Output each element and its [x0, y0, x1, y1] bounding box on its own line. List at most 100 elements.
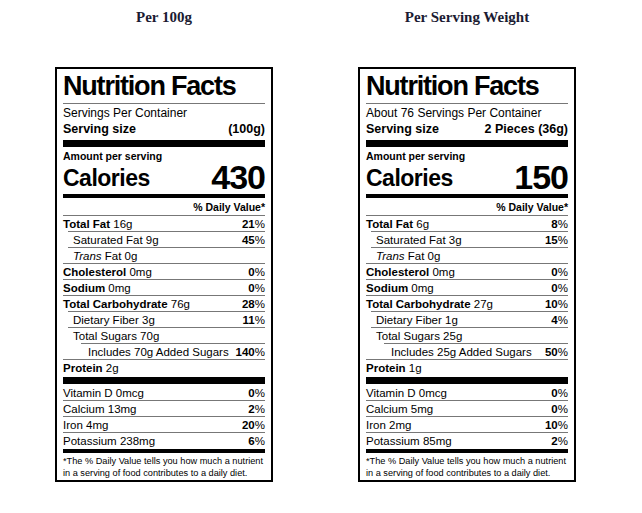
daily-value-percent: 21% — [242, 217, 265, 231]
daily-value-percent: 15% — [545, 233, 568, 247]
nutrient-row: Iron 2mg 10% — [366, 416, 568, 432]
calories-row: Calories 430 — [63, 163, 265, 191]
daily-value-percent: 2% — [248, 402, 265, 416]
nutrient-row: Total Carbohydrate 76g 28% — [63, 295, 265, 311]
daily-value-percent: 140% — [236, 345, 265, 359]
nutrient-name: Sodium 0mg — [63, 281, 131, 295]
nutrient-name: Calcium 13mg — [63, 402, 137, 416]
nutrient-name: Protein 2g — [63, 361, 119, 375]
nutrition-label-per-100g: Nutrition Facts Servings Per Container S… — [55, 67, 273, 482]
nutrient-row: Dietary Fiber 3g 11% — [63, 311, 265, 327]
nutrient-name: Cholesterol 0mg — [366, 265, 455, 279]
nutrient-row: Total Sugars 70g — [63, 327, 265, 343]
nutrient-name: Total Fat 16g — [63, 217, 132, 231]
daily-value-percent: 10% — [545, 297, 568, 311]
nutrient-row: Vitamin D 0mcg 0% — [366, 385, 568, 400]
nutrient-name: Trans Fat 0g — [366, 249, 440, 263]
daily-value-percent: 0% — [248, 281, 265, 295]
nutrient-name: Total Fat 6g — [366, 217, 429, 231]
daily-value-percent: 28% — [242, 297, 265, 311]
divider-bar-thick — [63, 377, 265, 384]
serving-size-row: Serving size (100g) — [63, 121, 265, 137]
nutrient-row: Iron 4mg20% — [63, 416, 265, 432]
nutrient-row: Total Fat 16g 21% — [63, 215, 265, 231]
calories-row: Calories 150 — [366, 163, 568, 191]
daily-value-percent: 0% — [551, 281, 568, 295]
nutrient-name: Dietary Fiber 3g — [63, 313, 155, 327]
nutrient-name: Vitamin D 0mcg — [366, 386, 447, 400]
calories-value: 150 — [514, 163, 568, 191]
micronutrient-rows: Vitamin D 0mcg 0% Calcium 5mg 0% Iron 2mg 10%… — [366, 385, 568, 448]
nutrient-name: Includes 70g Added Sugars — [63, 345, 229, 359]
nutrient-name: Cholesterol 0mg — [63, 265, 152, 279]
micronutrient-rows: Vitamin D 0mcg 0% Calcium 13mg 2%Iron 4mg20… — [63, 385, 265, 448]
hairline — [366, 103, 568, 104]
nutrient-row: Saturated Fat 3g 15% — [366, 231, 568, 247]
nutrient-name: Sodium 0mg — [366, 281, 434, 295]
daily-value-percent: 50% — [545, 345, 568, 359]
footnote: *The % Daily Value tells you how much a … — [366, 453, 568, 482]
label-header: Nutrition Facts — [63, 71, 265, 101]
daily-value-percent: 0% — [551, 402, 568, 416]
nutrient-row: Protein 2g — [63, 359, 265, 375]
serving-size-row: Serving size 2 Pieces (36g) — [366, 121, 568, 137]
daily-value-header: % Daily Value* — [366, 198, 568, 215]
nutrient-row: Total Fat 6g 8% — [366, 215, 568, 231]
nutrient-row: Calcium 13mg 2% — [63, 400, 265, 416]
nutrition-label-per-serving-weight: Nutrition Facts About 76 Servings Per Co… — [358, 67, 576, 482]
nutrient-row: Potassium 85mg 2% — [366, 432, 568, 448]
serving-size-label: Serving size — [63, 121, 136, 137]
nutrient-row: Total Carbohydrate 27g 10% — [366, 295, 568, 311]
nutrient-name: Total Carbohydrate 76g — [63, 297, 190, 311]
nutrient-row: Includes 25g Added Sugars50% — [366, 343, 568, 359]
nutrient-row: Includes 70g Added Sugars 140% — [63, 343, 265, 359]
label-header: Nutrition Facts — [366, 71, 568, 101]
nutrient-name: Total Sugars 70g — [63, 329, 159, 343]
nutrient-row: Trans Fat 0g — [63, 247, 265, 263]
nutrient-name: Trans Fat 0g — [63, 249, 137, 263]
divider-bar-thick — [366, 377, 568, 384]
calories-value: 430 — [211, 163, 265, 191]
calories-label: Calories — [366, 166, 453, 191]
serving-size-label: Serving size — [366, 121, 439, 137]
servings-per-container: About 76 Servings Per Container — [366, 106, 568, 121]
daily-value-percent: 0% — [248, 386, 265, 400]
serving-size-value: 2 Pieces (36g) — [485, 121, 568, 137]
nutrient-name: Saturated Fat 9g — [63, 233, 159, 247]
nutrient-name: Calcium 5mg — [366, 402, 433, 416]
nutrient-row: Trans Fat 0g — [366, 247, 568, 263]
daily-value-percent: 6% — [248, 434, 265, 448]
nutrient-row: Vitamin D 0mcg 0% — [63, 385, 265, 400]
hairline — [63, 103, 265, 104]
footnote: *The % Daily Value tells you how much a … — [63, 453, 265, 482]
nutrient-row: Sodium 0mg 0% — [366, 279, 568, 295]
nutrient-row: Cholesterol 0mg 0% — [63, 263, 265, 279]
daily-value-percent: 0% — [248, 265, 265, 279]
nutrient-row: Dietary Fiber 1g4% — [366, 311, 568, 327]
divider-bar-thick — [63, 140, 265, 147]
nutrient-name: Potassium 238mg — [63, 434, 155, 448]
nutrient-row: Saturated Fat 9g 45% — [63, 231, 265, 247]
page: Per 100g Per Serving Weight Nutrition Fa… — [0, 0, 642, 513]
nutrient-row: Cholesterol 0mg 0% — [366, 263, 568, 279]
daily-value-percent: 2% — [551, 434, 568, 448]
serving-size-value: (100g) — [228, 121, 265, 137]
daily-value-percent: 45% — [242, 233, 265, 247]
calories-label: Calories — [63, 166, 150, 191]
divider-bar-thick — [366, 140, 568, 147]
daily-value-percent: 10% — [545, 418, 568, 432]
daily-value-percent: 0% — [551, 386, 568, 400]
nutrient-name: Saturated Fat 3g — [366, 233, 462, 247]
nutrient-name: Protein 1g — [366, 361, 422, 375]
daily-value-percent: 4% — [551, 313, 568, 327]
daily-value-percent: 0% — [551, 265, 568, 279]
nutrient-name: Total Carbohydrate 27g — [366, 297, 493, 311]
column-title-per-100g: Per 100g — [55, 9, 273, 26]
daily-value-percent: 8% — [551, 217, 568, 231]
daily-value-percent: 11% — [243, 313, 265, 327]
nutrient-name: Iron 4mg — [63, 418, 108, 432]
nutrient-name: Potassium 85mg — [366, 434, 452, 448]
daily-value-header: % Daily Value* — [63, 198, 265, 215]
nutrient-name: Vitamin D 0mcg — [63, 386, 144, 400]
nutrient-name: Iron 2mg — [366, 418, 411, 432]
